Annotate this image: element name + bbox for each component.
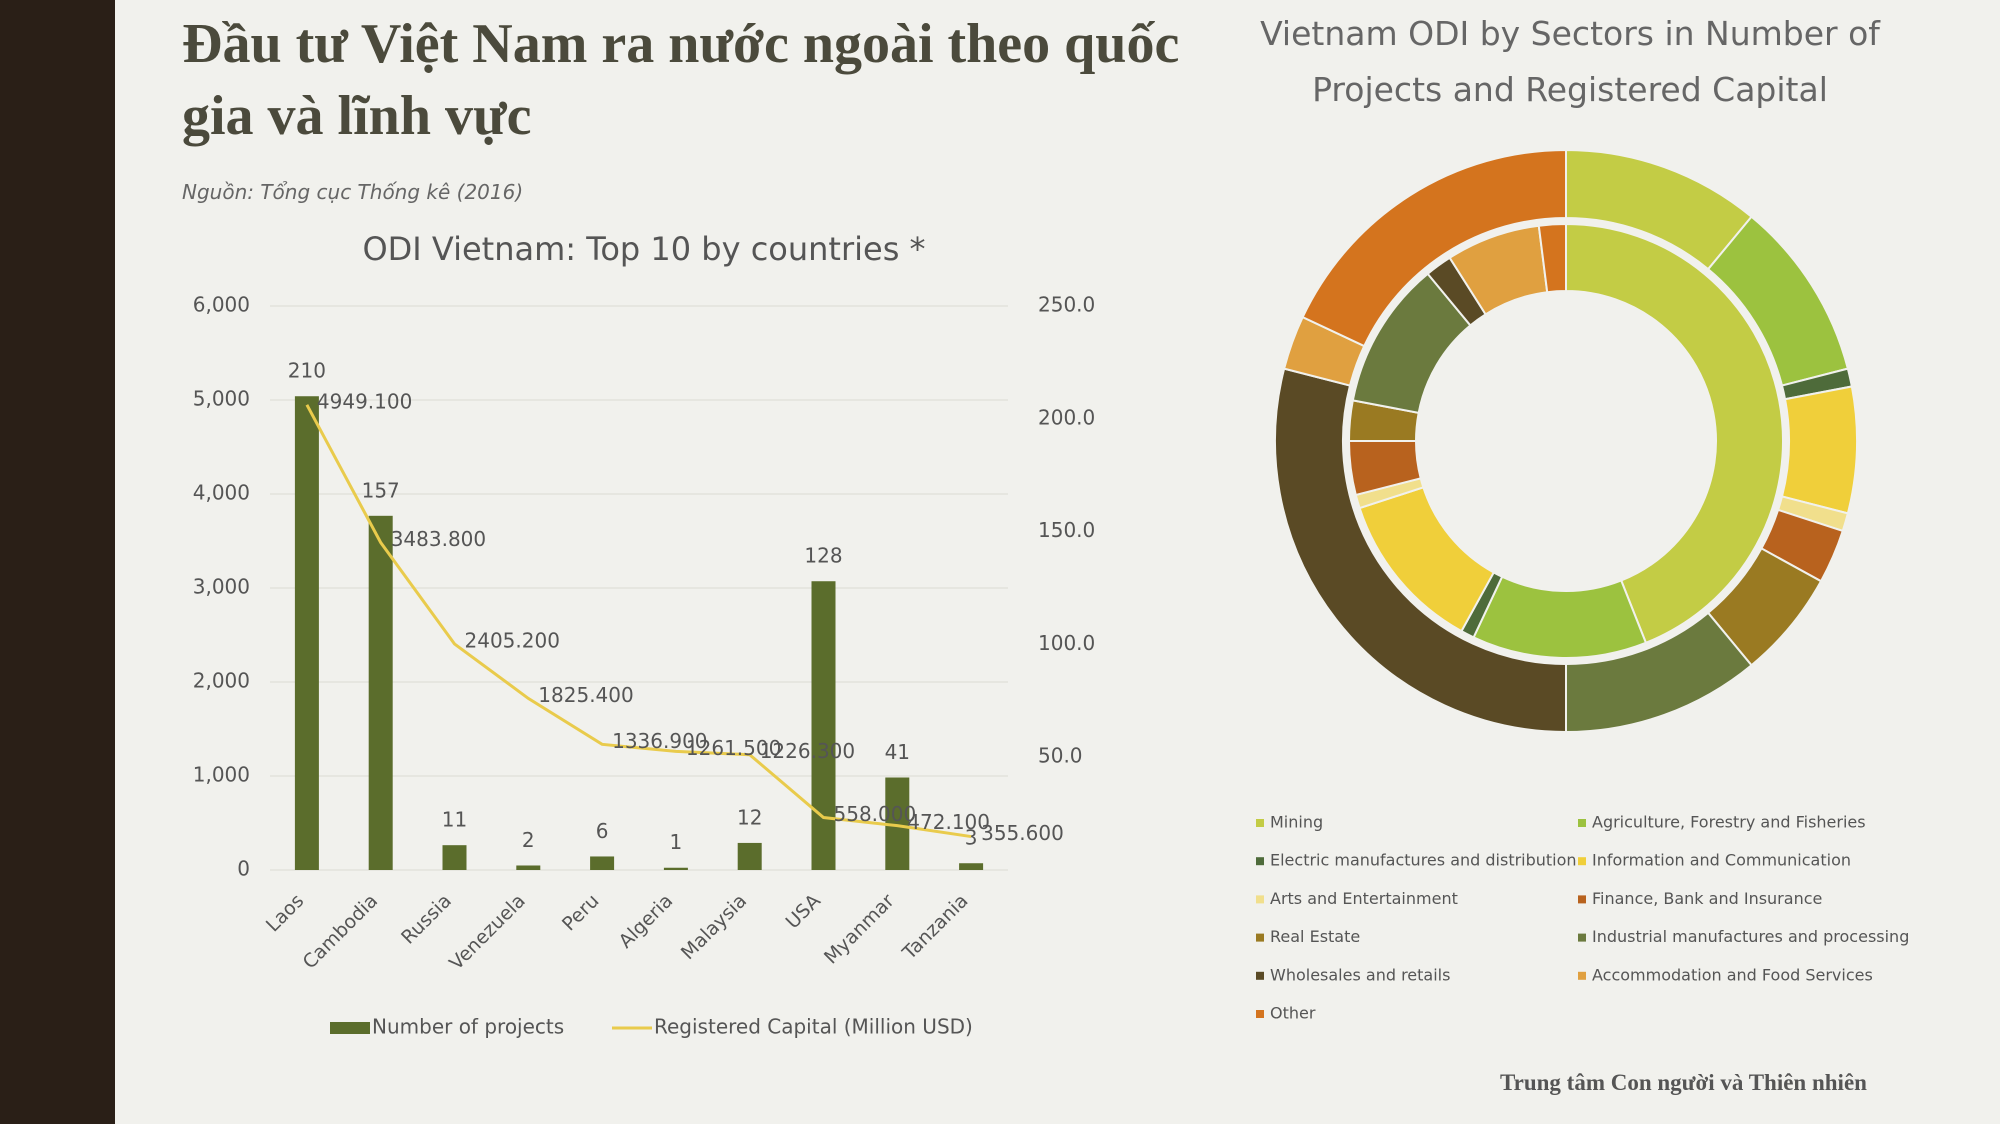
line-label: 1336.900 — [612, 729, 707, 753]
y-tick-label: 0 — [237, 857, 250, 881]
y-tick-label: 2,000 — [193, 669, 250, 693]
bar-label: 41 — [885, 740, 910, 764]
legend-swatch — [1578, 819, 1586, 827]
bar-label: 3 — [965, 826, 978, 850]
x-tick-label: Peru — [558, 890, 603, 935]
footer: Trung tâm Con người và Thiên nhiên — [1500, 1070, 1867, 1095]
bar — [442, 845, 467, 870]
line-label: 472.100 — [907, 810, 990, 834]
x-tick-label: Russia — [397, 890, 456, 949]
legend-swatch — [1256, 1010, 1264, 1018]
legend-swatch — [1256, 971, 1264, 980]
y-tick-label: 1,000 — [193, 763, 250, 787]
y-tick-label: 4,000 — [193, 481, 250, 505]
legend-label: Industrial manufactures and processing — [1592, 927, 1909, 946]
x-tick-label: Malaysia — [677, 890, 751, 964]
y-tick-label: 5,000 — [193, 387, 250, 411]
legend-label: Arts and Entertainment — [1270, 889, 1458, 908]
donut-segment — [1780, 385, 1858, 515]
bar — [811, 581, 836, 870]
slide-title: Đầu tư Việt Nam ra nước ngoài theo quốc … — [182, 13, 1180, 147]
legend-swatch — [1578, 857, 1586, 866]
legend-label: Number of projects — [372, 1015, 564, 1039]
x-tick-label: Venezuela — [445, 890, 530, 975]
legend-swatch — [1256, 819, 1264, 827]
y2-tick-label: 100.0 — [1038, 631, 1095, 655]
bar — [294, 396, 319, 870]
chart-title: ODI Vietnam: Top 10 by countries * — [362, 230, 925, 268]
line-label: 1825.400 — [538, 683, 633, 707]
x-tick-label: Algeria — [615, 890, 678, 953]
bar-label: 128 — [804, 544, 842, 568]
legend-label: Other — [1270, 1004, 1316, 1023]
legend-swatch — [1256, 857, 1264, 866]
source: Nguồn: Tổng cục Thống kê (2016) — [182, 180, 524, 204]
x-tick-label: Cambodia — [299, 890, 383, 974]
y2-tick-label: 200.0 — [1038, 405, 1095, 429]
legend-swatch — [1578, 895, 1586, 904]
line-label: 355.600 — [981, 821, 1064, 845]
legend-label: Agriculture, Forestry and Fisheries — [1592, 813, 1866, 832]
bar — [590, 856, 615, 870]
legend-swatch — [1256, 933, 1264, 942]
legend-label: Information and Communication — [1592, 851, 1851, 870]
line-label: 1226.300 — [760, 739, 855, 763]
bar — [663, 867, 688, 870]
line-label: 3483.800 — [391, 527, 486, 551]
bar — [368, 515, 393, 870]
bar — [737, 842, 762, 870]
chart-title: Vietnam ODI by Sectors in Number of Proj… — [1260, 14, 1880, 109]
legend-label: Mining — [1270, 813, 1323, 832]
legend-label: Electric manufactures and distribution — [1270, 851, 1577, 870]
y2-tick-label: 150.0 — [1038, 518, 1095, 542]
bar — [959, 863, 984, 870]
legend-swatch — [1578, 933, 1586, 942]
bar-label: 157 — [362, 478, 400, 502]
bar-label: 210 — [288, 359, 326, 383]
donut-segment — [1537, 222, 1567, 294]
legend-swatch — [1578, 971, 1586, 980]
donut-segment — [1301, 148, 1567, 348]
bar — [516, 865, 541, 870]
legend-label: Wholesales and retails — [1270, 965, 1450, 984]
bar-label: 6 — [596, 819, 609, 843]
bar-label: 11 — [442, 808, 467, 832]
bar-label: 1 — [670, 830, 683, 854]
bar-label: 2 — [522, 828, 535, 852]
line-label: 1261.500 — [686, 736, 781, 760]
x-tick-label: Laos — [262, 890, 309, 937]
y-tick-label: 6,000 — [193, 293, 250, 317]
line-label: 558.000 — [834, 802, 917, 826]
legend-swatch — [330, 1022, 370, 1034]
x-tick-label: Tanzania — [898, 890, 973, 965]
line-label: 2405.200 — [465, 628, 560, 652]
y2-tick-label: 50.0 — [1038, 744, 1083, 768]
legend-label: Accommodation and Food Services — [1592, 965, 1873, 984]
legend-swatch — [1256, 895, 1264, 904]
line-label: 4949.100 — [317, 389, 412, 413]
y-tick-label: 3,000 — [193, 575, 250, 599]
legend-label: Real Estate — [1270, 927, 1360, 946]
x-tick-label: Myanmar — [820, 890, 899, 969]
line — [305, 404, 972, 839]
x-tick-label: USA — [782, 890, 825, 933]
donut-segment — [1274, 367, 1567, 734]
donut-segment — [1472, 575, 1648, 659]
donut-segment — [1565, 222, 1784, 645]
y2-tick-label: 250.0 — [1038, 293, 1095, 317]
legend-label: Finance, Bank and Insurance — [1592, 889, 1822, 908]
legend-label: Registered Capital (Million USD) — [654, 1015, 973, 1039]
bar-label: 12 — [737, 805, 762, 829]
